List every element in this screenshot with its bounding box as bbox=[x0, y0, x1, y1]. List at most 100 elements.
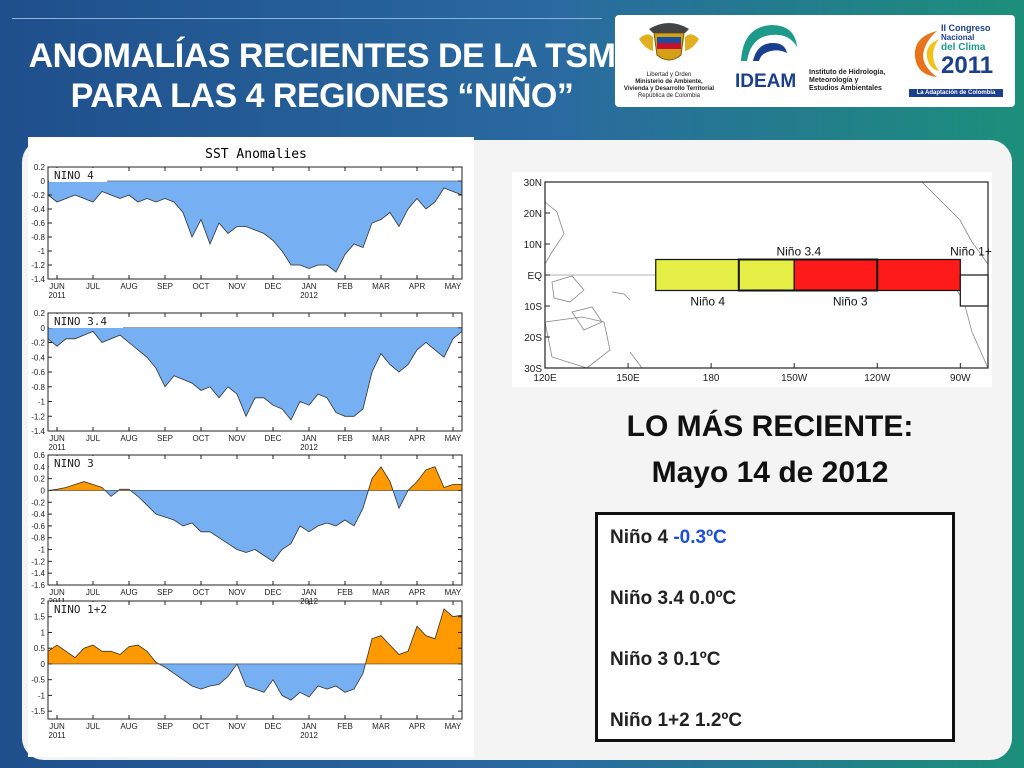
ministerio-text-2: Ministerio de Ambiente, bbox=[635, 79, 703, 85]
nino-3-xtick-jan: JAN bbox=[301, 588, 316, 597]
nino-4-ytick-3: -0.4 bbox=[31, 205, 45, 214]
map-xtick-5: 90W bbox=[950, 373, 971, 384]
recent-date: Mayo 14 de 2012 bbox=[651, 456, 889, 489]
coastline-1 bbox=[551, 275, 585, 303]
nino-3-4-ytick-0: 0.2 bbox=[34, 309, 46, 318]
nino-1-2-label-box bbox=[49, 602, 123, 616]
nino-3-ytick-7: -0.8 bbox=[31, 534, 45, 543]
nino-3-4-xsub-jan: 2012 bbox=[300, 443, 318, 452]
map-ytick-4: 10S bbox=[524, 302, 542, 313]
nino-4-xtick-aug: AUG bbox=[120, 282, 137, 291]
nino-3-4-ytick-6: -1 bbox=[38, 398, 46, 407]
map-xtick-4: 120W bbox=[864, 373, 891, 384]
nino-3-4-xtick-sep: SEP bbox=[157, 434, 173, 443]
nino-3-4-series-line bbox=[48, 330, 462, 421]
nino-3-4-ytick-4: -0.6 bbox=[31, 368, 45, 377]
ministerio-text-1: Libertad y Orden bbox=[646, 72, 692, 78]
nino-1-2-positive-area bbox=[48, 608, 462, 665]
nino-3-ytick-0: 0.6 bbox=[34, 451, 46, 460]
nino-3-4-xtick-nov: NOV bbox=[228, 434, 246, 443]
ministerio-logo: Libertad y Orden Ministerio de Ambiente,… bbox=[619, 19, 719, 103]
region-label-ni-o-4: Niño 4 bbox=[690, 295, 725, 309]
nino-regions-map: 30N 20N 10N EQ 10S 20S 30S 120E 150E 180 150W 120W 9… bbox=[512, 172, 999, 387]
nino-3-4-ytick-1: 0 bbox=[41, 324, 46, 333]
map-xtick-2: 180 bbox=[703, 373, 720, 384]
nino-1-2-series-line bbox=[48, 608, 462, 701]
nino-3-4-xtick-aug: AUG bbox=[120, 434, 137, 443]
congreso-text-1: II Congreso bbox=[941, 23, 991, 33]
nino-1-2-negative-area bbox=[158, 663, 366, 701]
map-ytick-2: 10N bbox=[524, 240, 542, 251]
info-value-nino4: -0.3ºC bbox=[673, 527, 727, 548]
nino-1-2-ytick-7: -1.5 bbox=[31, 707, 45, 716]
map-xtick-3: 150W bbox=[781, 373, 808, 384]
nino-1-2-xtick-jan: JAN bbox=[301, 722, 316, 731]
title-line-2: PARA LAS 4 REGIONES “NIÑO” bbox=[70, 77, 574, 115]
recent-title: LO MÁS RECIENTE: bbox=[626, 410, 914, 443]
nino-3-4-ytick-7: -1.2 bbox=[31, 412, 45, 421]
ministerio-text-3: Vivienda y Desarrollo Territorial bbox=[623, 86, 715, 92]
map-ytick-5: 20S bbox=[524, 333, 542, 344]
congreso-text-2: Nacional bbox=[941, 33, 975, 42]
page-title: ANOMALÍAS RECIENTES DE LA TSM PARA LAS 4… bbox=[22, 36, 622, 116]
nino-1-2-xtick-nov: NOV bbox=[228, 722, 246, 731]
info-row-nino4: Niño 4 -0.3ºC bbox=[610, 527, 727, 549]
nino-4-ytick-7: -1.2 bbox=[31, 261, 45, 270]
ideam-text-3: Estudios Ambientales bbox=[809, 85, 882, 92]
info-label-nino34: Niño 3.4 bbox=[610, 588, 684, 609]
panel-nino-3: 0.6 0.4 0.2 0 -0.2 -0.4 -0.6 -0.8 -1 -1.2 -1.4 -1.6… bbox=[31, 451, 463, 606]
nino-3-4-negative-area bbox=[48, 327, 462, 421]
title-line-1: ANOMALÍAS RECIENTES DE LA TSM bbox=[28, 37, 616, 75]
nino-4-xtick-sep: SEP bbox=[157, 282, 173, 291]
nino-1-2-label: NINO 1+2 bbox=[54, 603, 107, 616]
nino-3-4-xtick-mar: MAR bbox=[372, 434, 390, 443]
info-label-nino3: Niño 3 bbox=[610, 649, 669, 670]
congreso-text-3: del Clima bbox=[941, 42, 986, 53]
region-label-ni-o-3: Niño 3 bbox=[833, 295, 868, 309]
nino-3-ytick-1: 0.4 bbox=[34, 463, 46, 472]
ideam-name: IDEAM bbox=[735, 71, 797, 92]
nino-4-xsub-jan: 2012 bbox=[300, 291, 318, 300]
nino-3-xtick-jun: JUN bbox=[49, 588, 65, 597]
map-ytick-3: EQ bbox=[528, 271, 543, 282]
nino-3-4-label-box bbox=[49, 314, 123, 328]
nino-1-2-ytick-6: -1 bbox=[38, 691, 46, 700]
coat-of-arms-icon bbox=[639, 23, 699, 61]
nino-4-label: NINO 4 bbox=[54, 169, 94, 182]
nino-4-series-line bbox=[48, 187, 462, 273]
coastline-0 bbox=[544, 201, 565, 265]
nino-4-xtick-apr: APR bbox=[409, 282, 426, 291]
nino-3-4-xtick-may: MAY bbox=[445, 434, 462, 443]
nino-3-4-ytick-2: -0.2 bbox=[31, 339, 45, 348]
coastline-7 bbox=[611, 291, 631, 301]
nino-3-xtick-nov: NOV bbox=[228, 588, 246, 597]
nino-3-xtick-feb: FEB bbox=[337, 588, 353, 597]
nino-4-xtick-dec: DEC bbox=[265, 282, 282, 291]
nino-4-label-box bbox=[49, 168, 107, 182]
coastline-6 bbox=[951, 281, 989, 369]
nino-3-4-xtick-jun: JUN bbox=[49, 434, 65, 443]
ideam-text-2: Meteorología y bbox=[809, 77, 859, 84]
nino-3-4-xsub-jun: 2011 bbox=[48, 443, 66, 452]
nino-1-2-xtick-jul: JUL bbox=[86, 722, 101, 731]
nino-1-2-ytick-1: 1.5 bbox=[34, 613, 46, 622]
nino-1-2-xtick-mar: MAR bbox=[372, 722, 390, 731]
nino-3-xtick-sep: SEP bbox=[157, 588, 173, 597]
map-ytick-1: 20N bbox=[524, 209, 542, 220]
nino-1-2-ytick-5: -0.5 bbox=[31, 676, 45, 685]
region-label-ni-o-3-4: Niño 3.4 bbox=[776, 245, 821, 259]
nino-3-4-xtick-jul: JUL bbox=[86, 434, 101, 443]
info-value-nino12: 1.2ºC bbox=[695, 710, 743, 731]
nino-3-4-xtick-feb: FEB bbox=[337, 434, 353, 443]
ideam-logo: IDEAM Instituto de Hidrología, Meteorolo… bbox=[733, 21, 898, 101]
nino-4-ytick-2: -0.2 bbox=[31, 191, 45, 200]
nino-3-label: NINO 3 bbox=[54, 457, 94, 470]
coastlines bbox=[544, 181, 989, 369]
nino-1-2-xtick-may: MAY bbox=[445, 722, 462, 731]
nino-3-ytick-3: 0 bbox=[41, 486, 46, 495]
nino-3-xtick-oct: OCT bbox=[193, 588, 210, 597]
info-label-nino12: Niño 1+2 bbox=[610, 710, 690, 731]
nino-1-2-xtick-apr: APR bbox=[409, 722, 426, 731]
nino-1-2-xsub-jan: 2012 bbox=[300, 731, 318, 740]
